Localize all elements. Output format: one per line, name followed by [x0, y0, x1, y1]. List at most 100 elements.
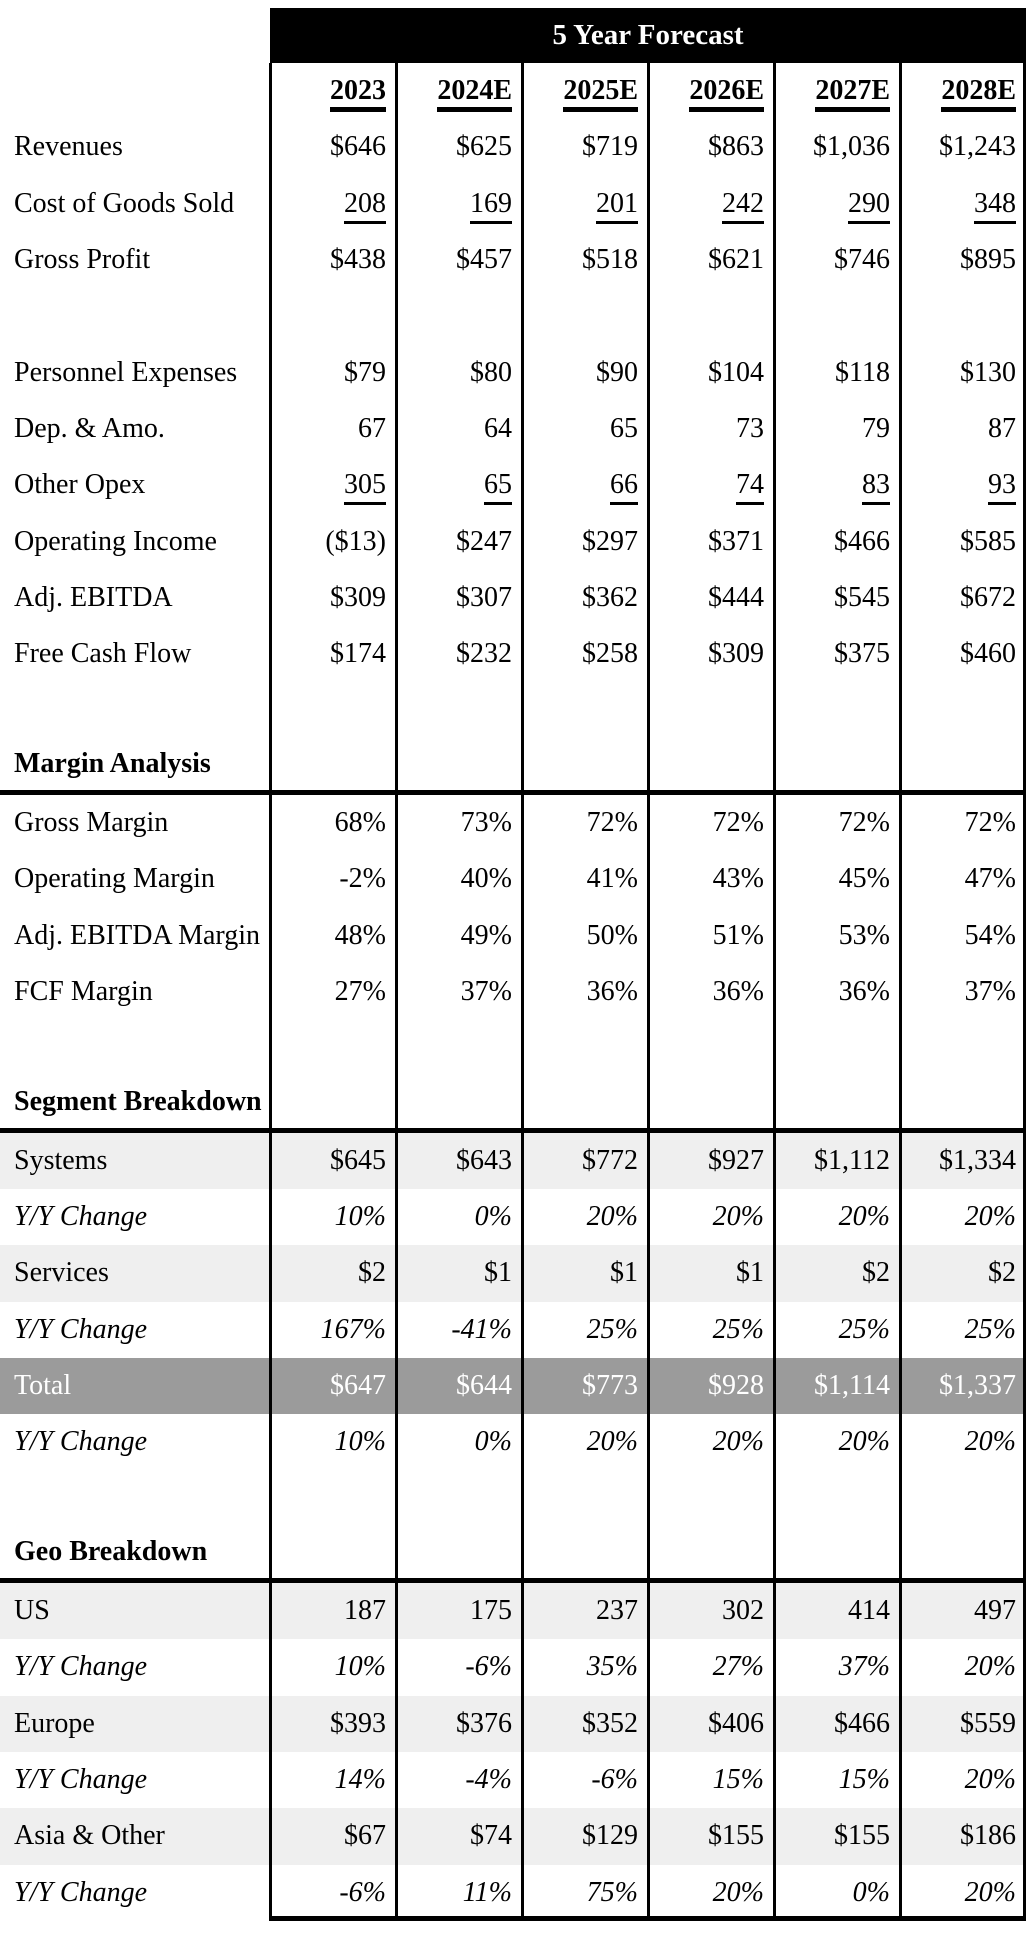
row-label-text: Gross Profit — [14, 244, 151, 276]
cell-value-text: 20% — [586, 1201, 638, 1233]
cell-value-text: 37% — [460, 975, 512, 1007]
cell-value-text: $79 — [344, 356, 386, 388]
column-header-label: 2027E — [815, 75, 890, 113]
table-row: Revenues $646 $625 $719 $863 $1,036 $1,243 — [0, 119, 1026, 175]
cell-value: $130 — [900, 357, 1026, 389]
table-row: Operating Income ($13) $247 $297 $371 $466 $58… — [0, 513, 1026, 569]
cell-value: 75% — [522, 1877, 648, 1909]
cell-value-text: $1 — [484, 1257, 512, 1289]
row-label-text: Cost of Goods Sold — [14, 187, 235, 220]
cell-value: 167% — [270, 1314, 396, 1346]
cell-value: $309 — [270, 582, 396, 614]
cell-value-text: 201 — [596, 187, 638, 224]
cell-value-text: $438 — [330, 244, 386, 276]
column-divider — [772, 63, 776, 1921]
row-label: Adj. EBITDA — [0, 582, 270, 614]
cell-value-text: 187 — [344, 1595, 386, 1627]
cell-value-text: $371 — [708, 525, 764, 557]
cell-value: -4% — [396, 1764, 522, 1796]
cell-value-text: $928 — [708, 1369, 764, 1401]
cell-value: 64 — [396, 413, 522, 445]
table-body: 2023 2024E 2025E 2026E 2027E 2028E Revenues $64… — [0, 63, 1026, 1921]
cell-value-text: 36% — [586, 975, 638, 1007]
row-label-text: Europe — [14, 1707, 95, 1739]
cell-value-text: 73 — [736, 412, 764, 444]
table-row: Dep. & Amo. 67 64 65 73 79 87 — [0, 401, 1026, 457]
row-label-text: Y/Y Change — [14, 1313, 148, 1345]
cell-value: 93 — [900, 469, 1026, 506]
column-header: 2028E — [900, 75, 1026, 113]
cell-value: 10% — [270, 1426, 396, 1458]
cell-value: -6% — [522, 1764, 648, 1796]
cell-value-text: $174 — [330, 638, 386, 670]
cell-value: 169 — [396, 187, 522, 224]
cell-value: 72% — [522, 807, 648, 839]
cell-value: $406 — [648, 1708, 774, 1740]
row-label: Y/Y Change — [0, 1764, 270, 1796]
cell-value-text: 11% — [462, 1876, 512, 1908]
cell-value: $67 — [270, 1820, 396, 1852]
cell-value: -6% — [396, 1651, 522, 1683]
table-row: Cost of Goods Sold 208 169 201 242 290 348 — [0, 176, 1026, 232]
cell-value: 72% — [648, 807, 774, 839]
cell-value: 36% — [648, 976, 774, 1008]
cell-value: $1,114 — [774, 1370, 900, 1402]
row-label-text: Segment Breakdown — [14, 1085, 262, 1117]
cell-value-text: 72% — [712, 807, 764, 838]
cell-value-text: 74 — [736, 469, 764, 506]
cell-value: 72% — [774, 807, 900, 839]
cell-value-text: 15% — [712, 1764, 764, 1796]
cell-value-text: 20% — [964, 1876, 1016, 1908]
row-label-text: Y/Y Change — [14, 1651, 148, 1683]
cell-value-text: $1,243 — [939, 131, 1016, 163]
cell-value: 20% — [648, 1877, 774, 1909]
cell-value: 83 — [774, 469, 900, 506]
cell-value-text: ($13) — [325, 525, 386, 557]
cell-value: $2 — [900, 1257, 1026, 1289]
row-label: Asia & Other — [0, 1820, 270, 1852]
cell-value-text: $457 — [456, 244, 512, 276]
cell-value-text: $927 — [708, 1144, 764, 1176]
row-label-text: Other Opex — [14, 469, 146, 502]
cell-value-text: $460 — [960, 638, 1016, 670]
cell-value-text: 208 — [344, 187, 386, 224]
cell-value: $545 — [774, 582, 900, 614]
row-label-text: Free Cash Flow — [14, 638, 192, 670]
cell-value-text: 53% — [838, 919, 890, 951]
cell-value: 87 — [900, 413, 1026, 445]
cell-value: 348 — [900, 187, 1026, 224]
cell-value: 25% — [900, 1314, 1026, 1346]
cell-value-text: $1,334 — [939, 1144, 1016, 1176]
cell-value: -6% — [270, 1877, 396, 1909]
cell-value: 25% — [648, 1314, 774, 1346]
cell-value-text: 20% — [964, 1651, 1016, 1683]
cell-value-text: 65 — [484, 469, 512, 506]
table-row: Y/Y Change 10% -6% 35% 27% 37% 20% — [0, 1639, 1026, 1695]
cell-value: $74 — [396, 1820, 522, 1852]
cell-value-text: 0% — [852, 1876, 890, 1908]
cell-value: 0% — [396, 1426, 522, 1458]
row-label: Y/Y Change — [0, 1651, 270, 1683]
cell-value: $927 — [648, 1145, 774, 1177]
row-label: Operating Margin — [0, 863, 270, 895]
cell-value-text: $118 — [835, 356, 890, 388]
cell-value: $232 — [396, 638, 522, 670]
cell-value: 20% — [522, 1201, 648, 1233]
cell-value: $647 — [270, 1370, 396, 1402]
cell-value-text: 20% — [964, 1764, 1016, 1796]
cell-value-text: 15% — [838, 1764, 890, 1796]
cell-value-text: 83 — [862, 469, 890, 506]
cell-value: 47% — [900, 863, 1026, 895]
row-label: Systems — [0, 1145, 270, 1177]
cell-value-text: $746 — [834, 244, 890, 276]
table-row: Gross Margin 68% 73% 72% 72% 72% 72% — [0, 795, 1026, 851]
cell-value-text: $1 — [610, 1257, 638, 1289]
row-label: Y/Y Change — [0, 1877, 270, 1909]
cell-value: $1,334 — [900, 1145, 1026, 1177]
cell-value: 27% — [270, 976, 396, 1008]
column-header-label: 2023 — [330, 75, 386, 113]
cell-value: $104 — [648, 357, 774, 389]
row-label-text: Y/Y Change — [14, 1876, 148, 1908]
cell-value: 14% — [270, 1764, 396, 1796]
column-header: 2024E — [396, 75, 522, 113]
